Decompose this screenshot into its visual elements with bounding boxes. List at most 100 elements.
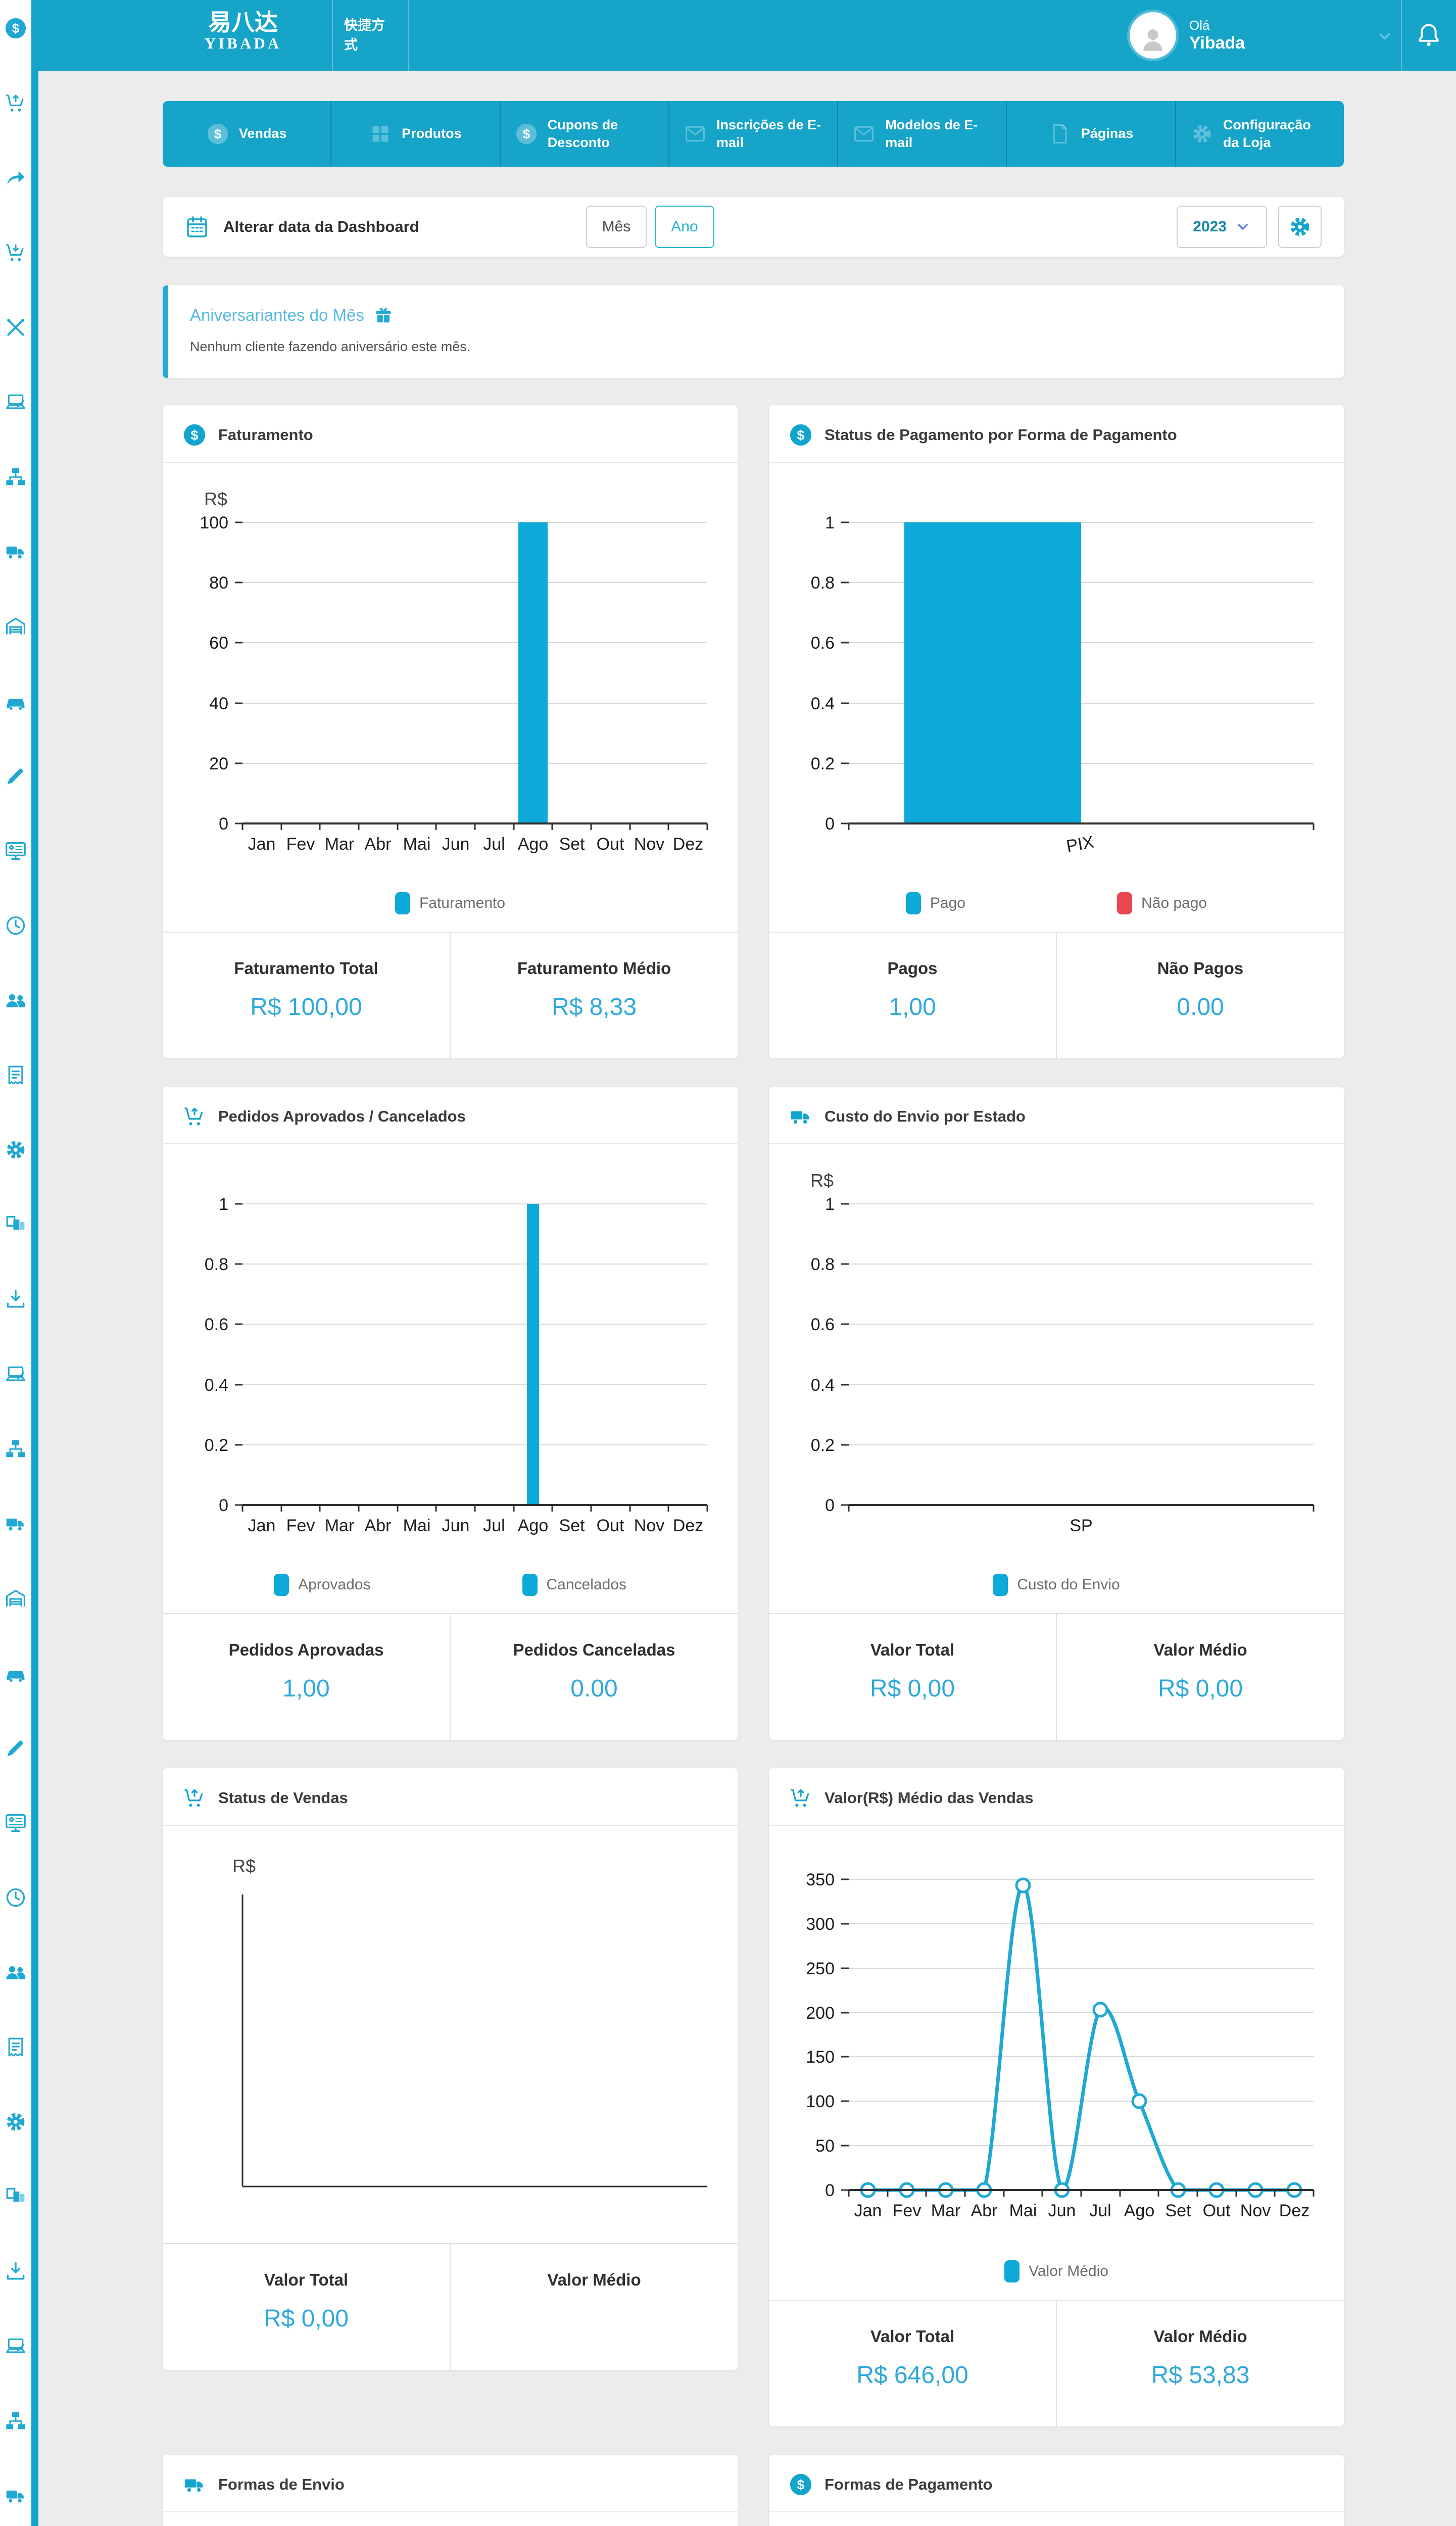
card-title: Valor(R$) Médio das Vendas: [824, 1789, 1034, 1807]
sidebar-item-laptop[interactable]: [5, 391, 27, 413]
legend-item-cancelados[interactable]: Cancelados: [522, 1574, 626, 1596]
sidebar-item-pen[interactable]: [5, 1737, 27, 1759]
stat-valor-medio: Valor Médio: [450, 2244, 738, 2370]
stat-label-text: Valor Total: [870, 2327, 955, 2346]
tab-paginas[interactable]: Páginas: [1007, 101, 1176, 167]
sidebar-item-receipt[interactable]: [5, 1064, 27, 1086]
gear-icon: [1191, 123, 1213, 145]
birthday-card: Aniversariantes do Mês Nenhum cliente fa…: [163, 285, 1344, 378]
sidebar-item-gear[interactable]: [5, 2111, 27, 2133]
svg-text:Mai: Mai: [403, 1516, 431, 1535]
tab-cupons-de-desconto[interactable]: Cupons de Desconto: [500, 101, 669, 167]
sidebar-item-monitor[interactable]: [5, 840, 27, 862]
tab-configuracao-da-loja[interactable]: Configuração da Loja: [1176, 101, 1344, 167]
sidebar-item-laptop[interactable]: [5, 2335, 27, 2357]
legend-swatch: [1004, 2260, 1020, 2282]
sidebar-item-clock[interactable]: [5, 1886, 27, 1909]
laptop-icon: [5, 391, 27, 413]
sidebar-item-download[interactable]: [5, 2260, 27, 2282]
card-stats: Pagos 1,00 Não Pagos 0.00: [769, 932, 1344, 1058]
svg-text:R$: R$: [232, 1856, 256, 1876]
svg-text:Nov: Nov: [634, 1516, 664, 1535]
tab-vendas[interactable]: Vendas: [163, 101, 332, 167]
sidebar-item-gear[interactable]: [5, 1139, 27, 1161]
sidebar-item-sitemap[interactable]: [5, 2410, 27, 2432]
sidebar-item-warehouse[interactable]: [5, 615, 27, 638]
logo[interactable]: 易八达 YIBADA: [160, 10, 326, 53]
legend-custo-envio: Custo do Envio: [769, 1562, 1344, 1613]
sidebar-item-dollar-circle[interactable]: [5, 17, 27, 39]
stat-value: 1,00: [282, 1675, 330, 1702]
sidebar-item-download[interactable]: [5, 1288, 27, 1310]
svg-text:Abr: Abr: [365, 835, 392, 854]
sidebar-item-laptop[interactable]: [5, 1363, 27, 1385]
svg-text:0.2: 0.2: [811, 754, 835, 773]
card-formas-envio: Formas de Envio 100.00% Retirar Total de…: [163, 2455, 738, 2526]
legend-item-pago[interactable]: Pago: [905, 892, 965, 914]
card-status-pagamento: Status de Pagamento por Forma de Pagamen…: [769, 405, 1344, 1058]
shortcuts-button[interactable]: 快捷方式: [332, 0, 409, 71]
legend-item-custo-do-envio[interactable]: Custo do Envio: [993, 1574, 1120, 1596]
download-icon: [5, 2260, 27, 2282]
receipt-icon: [5, 1064, 27, 1086]
card-title: Custo do Envio por Estado: [824, 1107, 1026, 1125]
svg-text:Nov: Nov: [1240, 2201, 1271, 2220]
svg-text:Mar: Mar: [325, 835, 355, 854]
users-icon: [5, 989, 27, 1011]
sidebar-item-tools[interactable]: [5, 316, 27, 338]
tab-produtos[interactable]: Produtos: [331, 101, 501, 167]
legend-status-pagamento: Pago Não pago: [769, 880, 1344, 932]
sidebar-item-users[interactable]: [5, 989, 27, 1011]
stat-valor-total: Valor Total R$ 0,00: [163, 2244, 450, 2370]
sidebar-item-gallery[interactable]: [5, 1213, 27, 1236]
truck-icon: [5, 541, 27, 563]
month-toggle-button[interactable]: Mês: [586, 206, 647, 248]
tab-modelos-de-e-mail[interactable]: Modelos de E-mail: [838, 101, 1007, 167]
gear-icon: [5, 1139, 27, 1161]
sidebar-item-share[interactable]: [5, 167, 27, 189]
teal-edge-strip: [31, 0, 38, 2526]
svg-text:Out: Out: [597, 1516, 624, 1535]
sidebar-item-car[interactable]: [5, 690, 27, 712]
sidebar-item-clock[interactable]: [5, 914, 27, 937]
sidebar-item-users[interactable]: [5, 1961, 27, 1983]
legend-item-valor-medio[interactable]: Valor Médio: [1004, 2260, 1108, 2282]
legend-item-nao-pago[interactable]: Não pago: [1117, 892, 1207, 914]
avatar: [1130, 12, 1176, 59]
header-divider: [1401, 0, 1402, 71]
sitemap-icon: [5, 466, 27, 488]
legend-item-faturamento[interactable]: Faturamento: [395, 892, 505, 914]
sidebar-item-cart-down[interactable]: [5, 241, 27, 264]
tab-inscricoes-de-e-mail[interactable]: Inscrições de E-mail: [669, 101, 839, 167]
sidebar-item-truck[interactable]: [5, 1513, 27, 1535]
chart-area: 0 50 100 150 200 250 300 350 Jan Fev Mar Abr Mai Jun J…: [769, 1826, 1344, 2248]
legend-item-aprovados[interactable]: Aprovados: [274, 1574, 371, 1596]
laptop-icon: [5, 1363, 27, 1385]
sidebar-item-cart[interactable]: [5, 92, 27, 114]
svg-text:300: 300: [806, 1915, 835, 1934]
username-text: Yibada: [1189, 33, 1245, 53]
sidebar-item-truck[interactable]: [5, 2485, 27, 2507]
svg-text:Fev: Fev: [286, 1516, 315, 1535]
svg-text:Jan: Jan: [248, 1516, 276, 1535]
stat-value: 0.00: [570, 1675, 618, 1702]
sidebar-item-receipt[interactable]: [5, 2036, 27, 2058]
sidebar-item-gallery[interactable]: [5, 2185, 27, 2208]
dollar-circle-icon: [789, 2473, 812, 2496]
dashboard-settings-button[interactable]: [1278, 206, 1322, 248]
sidebar-item-monitor[interactable]: [5, 1812, 27, 1834]
notifications-button[interactable]: [1416, 22, 1442, 48]
user-menu[interactable]: Olá Yibada: [1130, 0, 1245, 71]
sidebar-item-sitemap[interactable]: [5, 1438, 27, 1460]
sidebar-item-car[interactable]: [5, 1662, 27, 1684]
sidebar-item-sitemap[interactable]: [5, 466, 27, 488]
card-header: Faturamento: [163, 405, 738, 462]
card-pedidos: Pedidos Aprovados / Cancelados 0 0.2 0.4 0.…: [163, 1087, 738, 1740]
sidebar-item-warehouse[interactable]: [5, 1587, 27, 1610]
svg-text:100: 100: [200, 513, 228, 532]
year-toggle-button[interactable]: Ano: [655, 206, 714, 248]
year-select[interactable]: 2023: [1177, 206, 1267, 248]
svg-text:0.6: 0.6: [205, 1315, 228, 1334]
sidebar-item-pen[interactable]: [5, 765, 27, 787]
sidebar-item-truck[interactable]: [5, 541, 27, 563]
